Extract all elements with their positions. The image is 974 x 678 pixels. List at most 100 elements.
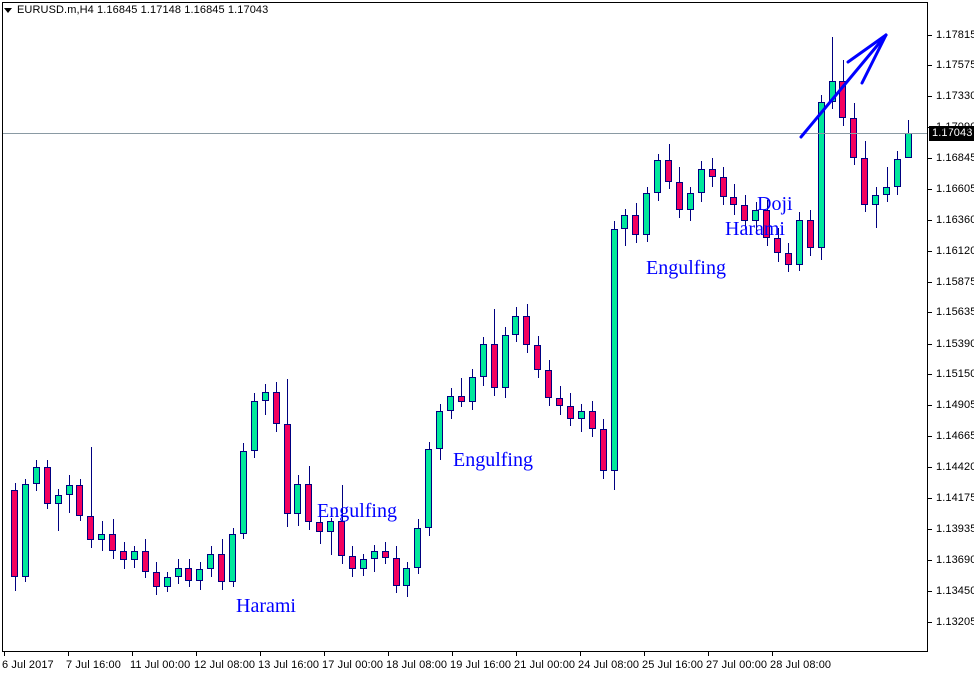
candle-body-bearish[interactable] <box>763 209 771 238</box>
candle-body-bearish[interactable] <box>566 406 574 419</box>
candle-body-bearish[interactable] <box>784 253 792 265</box>
price-axis-label: 1.15390 <box>936 337 974 350</box>
caret-down-icon[interactable] <box>4 7 12 13</box>
candle-body-bullish[interactable] <box>98 533 106 540</box>
candle-body-bullish[interactable] <box>54 495 62 505</box>
candle-body-bearish[interactable] <box>675 181 683 210</box>
candle-body-bearish[interactable] <box>87 515 95 540</box>
candle-body-bullish[interactable] <box>828 81 836 102</box>
candle-body-bearish[interactable] <box>774 237 781 254</box>
candle-body-bearish[interactable] <box>632 214 640 236</box>
candle-body-bearish[interactable] <box>76 485 84 516</box>
candle-body-bearish[interactable] <box>381 551 389 558</box>
candle-body-bullish[interactable] <box>32 467 40 484</box>
candle-body-bearish[interactable] <box>283 423 291 515</box>
candle-body-bullish[interactable] <box>654 160 662 194</box>
candle-body-bullish[interactable] <box>893 158 901 187</box>
candle-body-bearish[interactable] <box>272 392 280 424</box>
price-axis-tick <box>928 560 932 562</box>
candle-body-bullish[interactable] <box>196 569 204 581</box>
candle-body-bullish[interactable] <box>294 483 302 515</box>
candle-body-bullish[interactable] <box>501 334 509 389</box>
candle-body-bearish[interactable] <box>806 220 814 249</box>
candle-body-bullish[interactable] <box>610 228 618 472</box>
candle-body-bullish[interactable] <box>174 567 182 577</box>
candle-body-bullish[interactable] <box>250 400 258 451</box>
candle-body-bearish[interactable] <box>861 157 869 205</box>
candle-body-bearish[interactable] <box>316 522 324 533</box>
candle-body-bullish[interactable] <box>436 411 444 450</box>
price-axis-label: 1.15150 <box>936 368 974 381</box>
candle-body-bullish[interactable] <box>752 209 760 222</box>
candle-body-bearish[interactable] <box>305 483 313 523</box>
candle-body-bullish[interactable] <box>414 528 422 568</box>
candle-body-bearish[interactable] <box>534 344 542 371</box>
candle-body-bullish[interactable] <box>577 411 585 419</box>
candle-body-bearish[interactable] <box>588 411 596 430</box>
candle-body-bullish[interactable] <box>239 450 247 534</box>
candle-body-bullish[interactable] <box>403 567 411 586</box>
candle-body-bearish[interactable] <box>218 553 226 582</box>
candle-body-bearish[interactable] <box>152 571 160 588</box>
candle-body-bearish[interactable] <box>490 343 498 389</box>
candle-body-bullish[interactable] <box>425 449 433 529</box>
candle-body-bullish[interactable] <box>872 194 880 205</box>
candle-body-bearish[interactable] <box>457 395 465 403</box>
candle-body-bearish[interactable] <box>523 315 531 345</box>
time-axis-tick <box>324 652 325 656</box>
candle-body-bearish[interactable] <box>556 398 563 407</box>
price-axis-tick <box>928 96 932 98</box>
candle-body-bullish[interactable] <box>207 553 215 570</box>
candle-body-bearish[interactable] <box>708 169 716 177</box>
candle-body-bearish[interactable] <box>120 551 127 561</box>
candle-body-bearish[interactable] <box>11 490 18 577</box>
candle-body-bullish[interactable] <box>327 520 335 533</box>
candle-body-bullish[interactable] <box>817 101 825 249</box>
price-axis-tick <box>928 498 932 500</box>
candle-body-bullish[interactable] <box>130 551 138 561</box>
candle-body-bearish[interactable] <box>599 429 607 472</box>
candle-body-bullish[interactable] <box>21 483 29 577</box>
candle-body-bearish[interactable] <box>338 520 345 557</box>
candle-body-bearish[interactable] <box>545 370 553 399</box>
candle-body-bearish[interactable] <box>392 557 400 586</box>
candle-body-bullish[interactable] <box>883 186 890 195</box>
candle-body-bullish[interactable] <box>359 558 367 570</box>
candle-body-bullish[interactable] <box>447 395 454 412</box>
candle-body-bearish[interactable] <box>850 118 858 158</box>
candle-body-bearish[interactable] <box>730 197 738 205</box>
candle-body-bullish[interactable] <box>163 576 171 588</box>
time-axis-tick <box>68 652 69 656</box>
time-axis-tick <box>388 652 389 656</box>
candle-body-bullish[interactable] <box>686 193 694 210</box>
candle-body-bullish[interactable] <box>479 343 487 377</box>
pattern-label-harami: Harami <box>725 218 785 240</box>
candle-body-bullish[interactable] <box>261 392 269 401</box>
candle-body-bullish[interactable] <box>697 169 705 194</box>
time-axis-label: 17 Jul 00:00 <box>322 659 384 671</box>
candle-body-bullish[interactable] <box>795 220 803 265</box>
candlestick-plot[interactable] <box>3 20 927 638</box>
candle-body-bullish[interactable] <box>643 193 651 236</box>
candle-body-bearish[interactable] <box>43 467 51 505</box>
candle-body-bearish[interactable] <box>665 160 672 182</box>
candle-body-bearish[interactable] <box>839 81 847 119</box>
candle-body-bullish[interactable] <box>370 551 378 559</box>
candle-body-bearish[interactable] <box>185 567 193 581</box>
time-axis-label: 7 Jul 16:00 <box>66 659 121 671</box>
candle-body-bullish[interactable] <box>904 133 912 159</box>
candle-body-bearish[interactable] <box>109 533 117 552</box>
chart-header[interactable]: EURUSD.m,H4 1.16845 1.17148 1.16845 1.17… <box>4 3 268 17</box>
candle-body-bearish[interactable] <box>141 551 149 572</box>
candle-body-bearish[interactable] <box>719 176 727 198</box>
candle-body-bullish[interactable] <box>229 533 236 582</box>
time-axis-tick <box>644 652 645 656</box>
candle-body-bullish[interactable] <box>65 485 73 496</box>
candle-body-bullish[interactable] <box>621 214 629 229</box>
price-axis-label: 1.16360 <box>936 214 974 227</box>
price-axis-label: 1.16120 <box>936 244 974 257</box>
candle-body-bearish[interactable] <box>348 556 356 570</box>
candle-body-bullish[interactable] <box>468 376 476 403</box>
candle-body-bullish[interactable] <box>512 315 520 335</box>
candle-body-bearish[interactable] <box>741 204 749 222</box>
